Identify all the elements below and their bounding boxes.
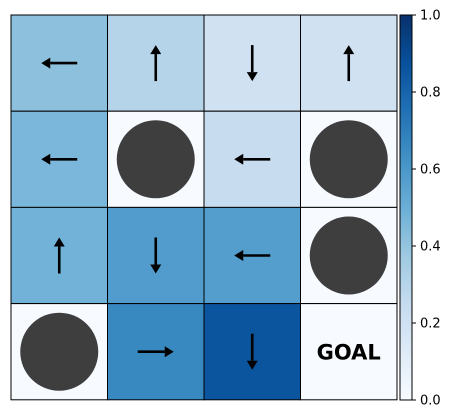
arrow-left-icon xyxy=(234,250,271,261)
arrow-down-icon xyxy=(246,333,258,370)
cell-r3-c1 xyxy=(107,303,205,401)
cell-marks: GOAL xyxy=(20,45,388,391)
colorbar-tick-label: 0.4 xyxy=(420,240,441,255)
arrow-right-icon xyxy=(137,346,174,358)
hole-marker-r3-c0 xyxy=(20,312,99,391)
arrow-down-icon xyxy=(246,45,258,82)
colorbar-tick-label: 0.0 xyxy=(420,394,441,409)
arrow-up-icon xyxy=(343,45,355,82)
arrow-down-icon xyxy=(150,237,162,274)
colorbar-tick-label: 0.2 xyxy=(420,317,441,332)
arrow-left-icon xyxy=(234,153,271,165)
hole-marker-r2-c3 xyxy=(309,216,388,295)
arrow-up-icon xyxy=(53,237,65,274)
colorbar: 0.0 0.2 0.4 0.6 0.8 1.0 xyxy=(399,9,441,409)
cell-r3-c3 xyxy=(300,303,398,401)
goal-label: GOAL xyxy=(317,341,381,365)
colorbar-tick-label: 1.0 xyxy=(420,9,441,24)
hole-marker-r1-c1 xyxy=(116,120,195,199)
hole-marker-r1-c3 xyxy=(309,120,388,199)
arrow-left-icon xyxy=(41,57,78,69)
colorbar-gradient xyxy=(399,14,413,401)
colorbar-tick-label: 0.6 xyxy=(420,163,441,178)
colorbar-tick-label: 0.8 xyxy=(420,86,441,101)
arrow-up-icon xyxy=(150,45,162,82)
arrow-left-icon xyxy=(41,153,78,165)
